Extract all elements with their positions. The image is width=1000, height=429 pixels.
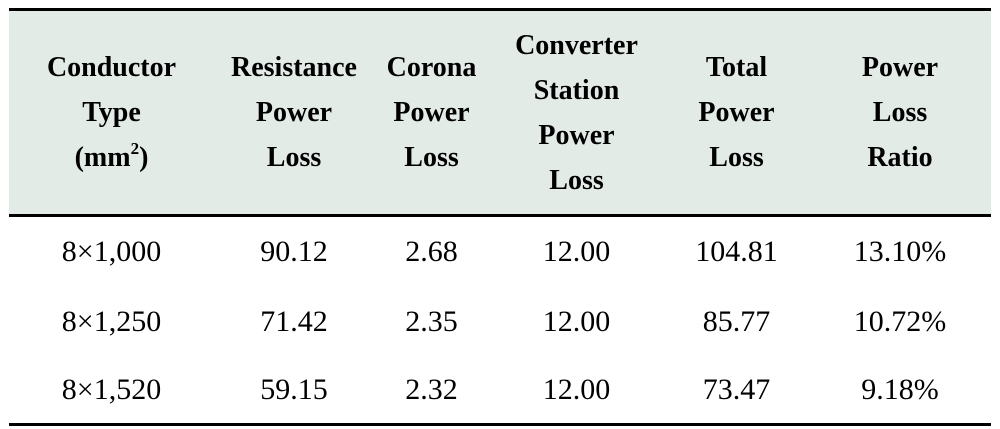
header-line: Resistance	[231, 52, 357, 83]
cell-conductor-type: 8×1,520	[61, 372, 162, 406]
header-line: Converter	[515, 29, 638, 61]
power-loss-table: Conductor Type (mm2) Resistance Power Lo…	[9, 8, 991, 426]
table-header: Conductor Type (mm2) Resistance Power Lo…	[9, 9, 991, 216]
header-resistance-power-loss: Resistance Power Loss	[214, 10, 374, 216]
header-converter-station-power-loss: Converter Station Power Loss	[489, 10, 664, 216]
header-line: (mm2)	[9, 135, 214, 180]
header-line: Station	[533, 74, 620, 106]
header-power-loss-ratio: Power Loss Ratio	[809, 10, 991, 216]
header-line: Power	[861, 52, 939, 83]
cell-resistance-power-loss: 71.42	[260, 305, 328, 338]
cell-power-loss-ratio: 10.72%	[853, 305, 947, 338]
header-total-power-loss: Total Power Loss	[664, 10, 809, 216]
header-line: Loss	[404, 142, 459, 173]
header-line: Loss	[266, 142, 322, 173]
cell-total-power-loss: 104.81	[695, 235, 778, 269]
header-line: Loss	[549, 164, 604, 196]
cell-corona-power-loss: 2.35	[405, 305, 458, 338]
header-line: Ratio	[867, 142, 933, 173]
header-line: Total	[705, 52, 768, 83]
header-line: Loss	[709, 142, 764, 173]
header-line: Type	[82, 97, 141, 128]
header-line: Power	[698, 97, 775, 128]
header-corona-power-loss: Corona Power Loss	[374, 10, 489, 216]
header-line: Corona	[386, 52, 477, 83]
header-line: Power	[538, 119, 615, 151]
cell-corona-power-loss: 2.32	[405, 372, 458, 406]
cell-converter-station-power-loss: 12.00	[542, 372, 611, 406]
cell-corona-power-loss: 2.68	[405, 235, 458, 269]
header-row: Conductor Type (mm2) Resistance Power Lo…	[9, 9, 991, 216]
cell-resistance-power-loss: 59.15	[260, 372, 328, 406]
header-unit: (mm	[74, 142, 131, 173]
table-row: 8×1,520 59.15 2.32 12.00 73.47 9.18%	[9, 357, 991, 425]
cell-total-power-loss: 85.77	[702, 305, 771, 338]
header-line: Loss	[872, 97, 928, 128]
cell-conductor-type: 8×1,000	[61, 235, 162, 269]
table-row: 8×1,000 90.12 2.68 12.00 104.81 13.10%	[9, 216, 991, 288]
header-conductor-type: Conductor Type (mm2)	[9, 10, 214, 216]
table-body: 8×1,000 90.12 2.68 12.00 104.81 13.10% 8…	[9, 216, 991, 425]
cell-converter-station-power-loss: 12.00	[542, 305, 611, 338]
header-unit-close: )	[139, 142, 149, 173]
cell-conductor-type: 8×1,250	[61, 305, 162, 338]
header-unit-superscript: 2	[130, 138, 140, 158]
header-line: Conductor	[46, 52, 177, 83]
cell-resistance-power-loss: 90.12	[260, 235, 328, 269]
cell-power-loss-ratio: 13.10%	[853, 235, 947, 269]
cell-total-power-loss: 73.47	[702, 372, 771, 406]
header-line: Power	[255, 97, 333, 128]
cell-converter-station-power-loss: 12.00	[542, 235, 611, 269]
header-line: Power	[393, 97, 470, 128]
cell-power-loss-ratio: 9.18%	[861, 372, 939, 406]
table-row: 8×1,250 71.42 2.35 12.00 85.77 10.72%	[9, 288, 991, 357]
